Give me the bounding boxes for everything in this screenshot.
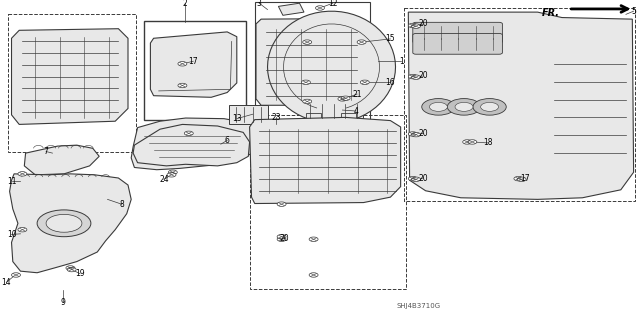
Circle shape [309, 273, 318, 277]
Text: 20: 20 [419, 174, 429, 182]
Text: 15: 15 [385, 34, 396, 43]
Circle shape [422, 99, 455, 115]
Circle shape [514, 176, 523, 181]
Text: 24: 24 [159, 175, 169, 184]
FancyBboxPatch shape [413, 33, 502, 54]
Circle shape [412, 132, 420, 137]
Text: 8: 8 [119, 200, 124, 209]
Polygon shape [133, 124, 250, 166]
Text: 17: 17 [188, 57, 198, 66]
Circle shape [167, 173, 176, 177]
Circle shape [517, 177, 526, 182]
Circle shape [341, 96, 350, 100]
Polygon shape [150, 32, 237, 97]
Text: FR.: FR. [542, 8, 560, 19]
Circle shape [303, 99, 312, 104]
Circle shape [408, 176, 417, 181]
Circle shape [303, 40, 312, 44]
Polygon shape [10, 174, 131, 273]
Circle shape [412, 177, 420, 182]
Circle shape [18, 227, 27, 232]
Bar [341, 113, 356, 124]
Bar [8, 14, 136, 152]
Text: 3: 3 [257, 0, 262, 8]
Circle shape [468, 140, 477, 144]
Text: 21: 21 [353, 90, 362, 99]
Circle shape [408, 132, 417, 136]
Circle shape [37, 210, 91, 237]
Polygon shape [12, 29, 128, 124]
Text: SHJ4B3710G: SHJ4B3710G [397, 303, 441, 308]
Circle shape [46, 214, 82, 232]
Text: 19: 19 [75, 269, 85, 278]
FancyBboxPatch shape [304, 102, 363, 120]
Text: 18: 18 [483, 138, 492, 147]
Circle shape [67, 267, 76, 272]
Polygon shape [256, 19, 362, 105]
Circle shape [412, 24, 420, 28]
Circle shape [463, 140, 472, 144]
Circle shape [277, 234, 286, 239]
Circle shape [12, 273, 20, 277]
FancyBboxPatch shape [413, 22, 502, 43]
Bar [306, 113, 321, 124]
Text: 2: 2 [182, 0, 188, 8]
Bar [250, 115, 406, 289]
Bar [255, 2, 370, 123]
Circle shape [277, 237, 286, 241]
Circle shape [184, 131, 193, 136]
Text: 1: 1 [399, 57, 404, 66]
Text: 20: 20 [419, 71, 429, 80]
Text: 5: 5 [631, 7, 636, 16]
Circle shape [301, 80, 310, 85]
Circle shape [473, 99, 506, 115]
Circle shape [277, 202, 286, 206]
Circle shape [412, 75, 420, 79]
Circle shape [66, 266, 75, 270]
Text: 9: 9 [60, 298, 65, 307]
Text: 20: 20 [419, 19, 429, 28]
Text: 23: 23 [271, 113, 282, 122]
Circle shape [429, 102, 447, 111]
Polygon shape [131, 118, 269, 170]
Text: 13: 13 [232, 114, 242, 123]
Bar [144, 21, 246, 120]
Text: 6: 6 [225, 136, 230, 145]
Circle shape [408, 74, 417, 79]
Text: 20: 20 [419, 129, 429, 138]
Circle shape [316, 6, 324, 10]
Polygon shape [250, 117, 401, 204]
Polygon shape [408, 12, 634, 199]
Text: 12: 12 [328, 0, 337, 8]
Circle shape [309, 237, 318, 241]
Text: 14: 14 [1, 278, 12, 287]
Text: 4: 4 [353, 107, 358, 115]
Circle shape [357, 40, 366, 44]
Text: 16: 16 [385, 78, 396, 87]
Text: 7: 7 [44, 147, 49, 156]
Bar [404, 8, 635, 201]
Circle shape [18, 172, 27, 176]
Polygon shape [24, 145, 99, 175]
Circle shape [338, 97, 347, 101]
Circle shape [408, 23, 417, 28]
Circle shape [168, 170, 177, 174]
FancyBboxPatch shape [229, 105, 268, 124]
Text: 10: 10 [6, 230, 17, 239]
Circle shape [447, 99, 481, 115]
Text: 20: 20 [280, 234, 290, 243]
Circle shape [360, 80, 369, 85]
Circle shape [455, 102, 473, 111]
Circle shape [481, 102, 499, 111]
Text: 17: 17 [520, 174, 530, 182]
Circle shape [178, 62, 187, 66]
Polygon shape [268, 11, 396, 122]
Text: 11: 11 [7, 177, 16, 186]
Polygon shape [278, 3, 304, 15]
Circle shape [178, 83, 187, 88]
